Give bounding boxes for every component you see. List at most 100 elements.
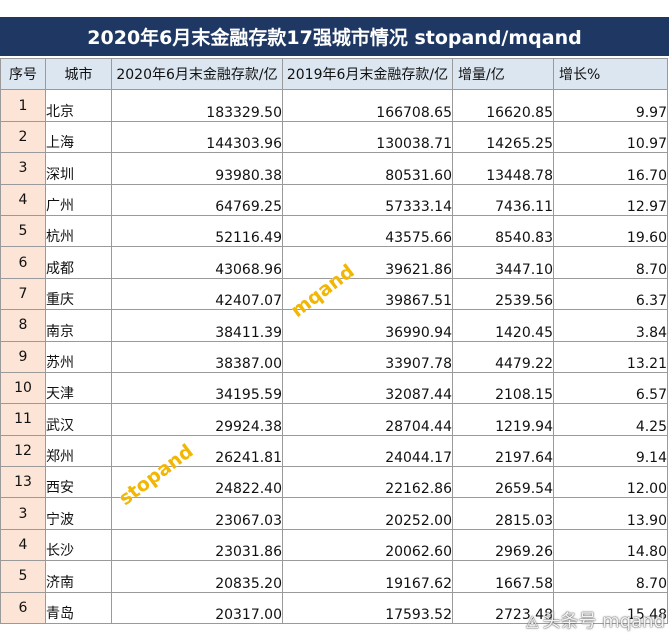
row-growth: 3.84 [553,309,668,342]
table-row: 2 上海 144303.96 130038.71 14265.25 10.97 [0,120,668,154]
table-row: 3 深圳 93980.38 80531.60 13448.78 16.70 [0,152,668,185]
row-growth: 14.80 [553,528,668,562]
row-growth: 16.70 [553,152,668,185]
row-2020-deposit: 24822.40 [111,466,283,499]
row-2019-deposit: 32087.44 [282,371,453,405]
row-2020-deposit: 183329.50 [111,89,283,122]
row-increase: 1420.45 [452,309,554,342]
table-row: 3 宁波 23067.03 20252.00 2815.03 13.90 [0,497,668,530]
row-growth: 6.57 [553,371,668,405]
row-seq: 10 [0,371,46,405]
header-2020-deposit: 2020年6月末金融存款/亿 [111,57,283,91]
row-city: 郑州 [45,434,112,468]
table-row: 7 重庆 42407.07 39867.51 2539.56 6.37 [0,277,668,311]
row-growth: 19.60 [553,214,668,248]
row-city: 青岛 [45,591,112,625]
table-row: 6 青岛 20317.00 17593.52 2723.48 15.48 [0,591,668,625]
header-increase: 增量/亿 [452,57,554,91]
row-2019-deposit: 166708.65 [282,89,453,122]
row-growth: 12.00 [553,466,668,499]
table-row: 4 长沙 23031.86 20062.60 2969.26 14.80 [0,528,668,562]
row-2019-deposit: 36990.94 [282,309,453,342]
row-seq: 9 [0,340,46,373]
row-2019-deposit: 43575.66 [282,214,453,248]
row-increase: 1667.58 [452,560,554,593]
table-row: 8 南京 38411.39 36990.94 1420.45 3.84 [0,309,668,342]
row-increase: 2815.03 [452,497,554,530]
row-increase: 8540.83 [452,214,554,248]
row-city: 西安 [45,466,112,499]
row-2019-deposit: 80531.60 [282,152,453,185]
deposit-table: 序号 城市 2020年6月末金融存款/亿 2019年6月末金融存款/亿 增量/亿… [0,57,668,625]
row-growth: 4.25 [553,403,668,436]
row-increase: 2108.15 [452,371,554,405]
row-growth: 8.70 [553,246,668,279]
row-2020-deposit: 144303.96 [111,120,283,154]
row-increase: 3447.10 [452,246,554,279]
row-growth: 15.48 [553,591,668,625]
row-city: 武汉 [45,403,112,436]
row-2019-deposit: 20062.60 [282,528,453,562]
row-city: 重庆 [45,277,112,311]
row-city: 南京 [45,309,112,342]
row-2020-deposit: 38387.00 [111,340,283,373]
row-city: 苏州 [45,340,112,373]
row-seq: 7 [0,277,46,311]
row-city: 北京 [45,89,112,122]
table-row: 10 天津 34195.59 32087.44 2108.15 6.57 [0,371,668,405]
corner-watermark-text: 头条号 mqand [542,611,665,632]
header-row: 序号 城市 2020年6月末金融存款/亿 2019年6月末金融存款/亿 增量/亿… [0,57,668,91]
row-2019-deposit: 17593.52 [282,591,453,625]
row-2020-deposit: 29924.38 [111,403,283,436]
row-seq: 11 [0,403,46,436]
row-city: 宁波 [45,497,112,530]
row-increase: 4479.22 [452,340,554,373]
row-seq: 4 [0,528,46,562]
table-row: 1 北京 183329.50 166708.65 16620.85 9.97 [0,89,668,122]
row-growth: 13.90 [553,497,668,530]
row-2019-deposit: 22162.86 [282,466,453,499]
table-row: 6 成都 43068.96 39621.86 3447.10 8.70 [0,246,668,279]
table-title: 2020年6月末金融存款17强城市情况 stopand/mqand [0,17,669,56]
row-seq: 1 [0,89,46,122]
row-growth: 12.97 [553,183,668,216]
table-body: 1 北京 183329.50 166708.65 16620.85 9.97 2 上海 1443… [0,89,668,625]
row-growth: 13.21 [553,340,668,373]
row-seq: 6 [0,591,46,625]
row-2020-deposit: 38411.39 [111,309,283,342]
row-2019-deposit: 24044.17 [282,434,453,468]
row-2020-deposit: 20317.00 [111,591,283,625]
row-seq: 3 [0,152,46,185]
row-2019-deposit: 57333.14 [282,183,453,216]
row-growth: 9.97 [553,89,668,122]
header-growth: 增长% [553,57,668,91]
table-row: 4 广州 64769.25 57333.14 7436.11 12.97 [0,183,668,216]
row-seq: 4 [0,183,46,216]
toutiao-logo-icon: ◬ [526,610,539,630]
row-city: 上海 [45,120,112,154]
table-row: 5 济南 20835.20 19167.62 1667.58 8.70 [0,560,668,593]
row-2019-deposit: 20252.00 [282,497,453,530]
row-2019-deposit: 130038.71 [282,120,453,154]
row-seq: 5 [0,560,46,593]
row-2020-deposit: 26241.81 [111,434,283,468]
row-city: 天津 [45,371,112,405]
row-increase: 14265.25 [452,120,554,154]
table-row: 13 西安 24822.40 22162.86 2659.54 12.00 [0,466,668,499]
header-seq: 序号 [0,57,46,91]
row-increase: 2197.64 [452,434,554,468]
row-increase: 2539.56 [452,277,554,311]
row-seq: 3 [0,497,46,530]
table-row: 11 武汉 29924.38 28704.44 1219.94 4.25 [0,403,668,436]
row-growth: 8.70 [553,560,668,593]
row-city: 成都 [45,246,112,279]
row-seq: 12 [0,434,46,468]
row-increase: 1219.94 [452,403,554,436]
row-2020-deposit: 42407.07 [111,277,283,311]
row-increase: 7436.11 [452,183,554,216]
row-2020-deposit: 52116.49 [111,214,283,248]
row-seq: 8 [0,309,46,342]
row-increase: 16620.85 [452,89,554,122]
row-city: 济南 [45,560,112,593]
row-city: 深圳 [45,152,112,185]
